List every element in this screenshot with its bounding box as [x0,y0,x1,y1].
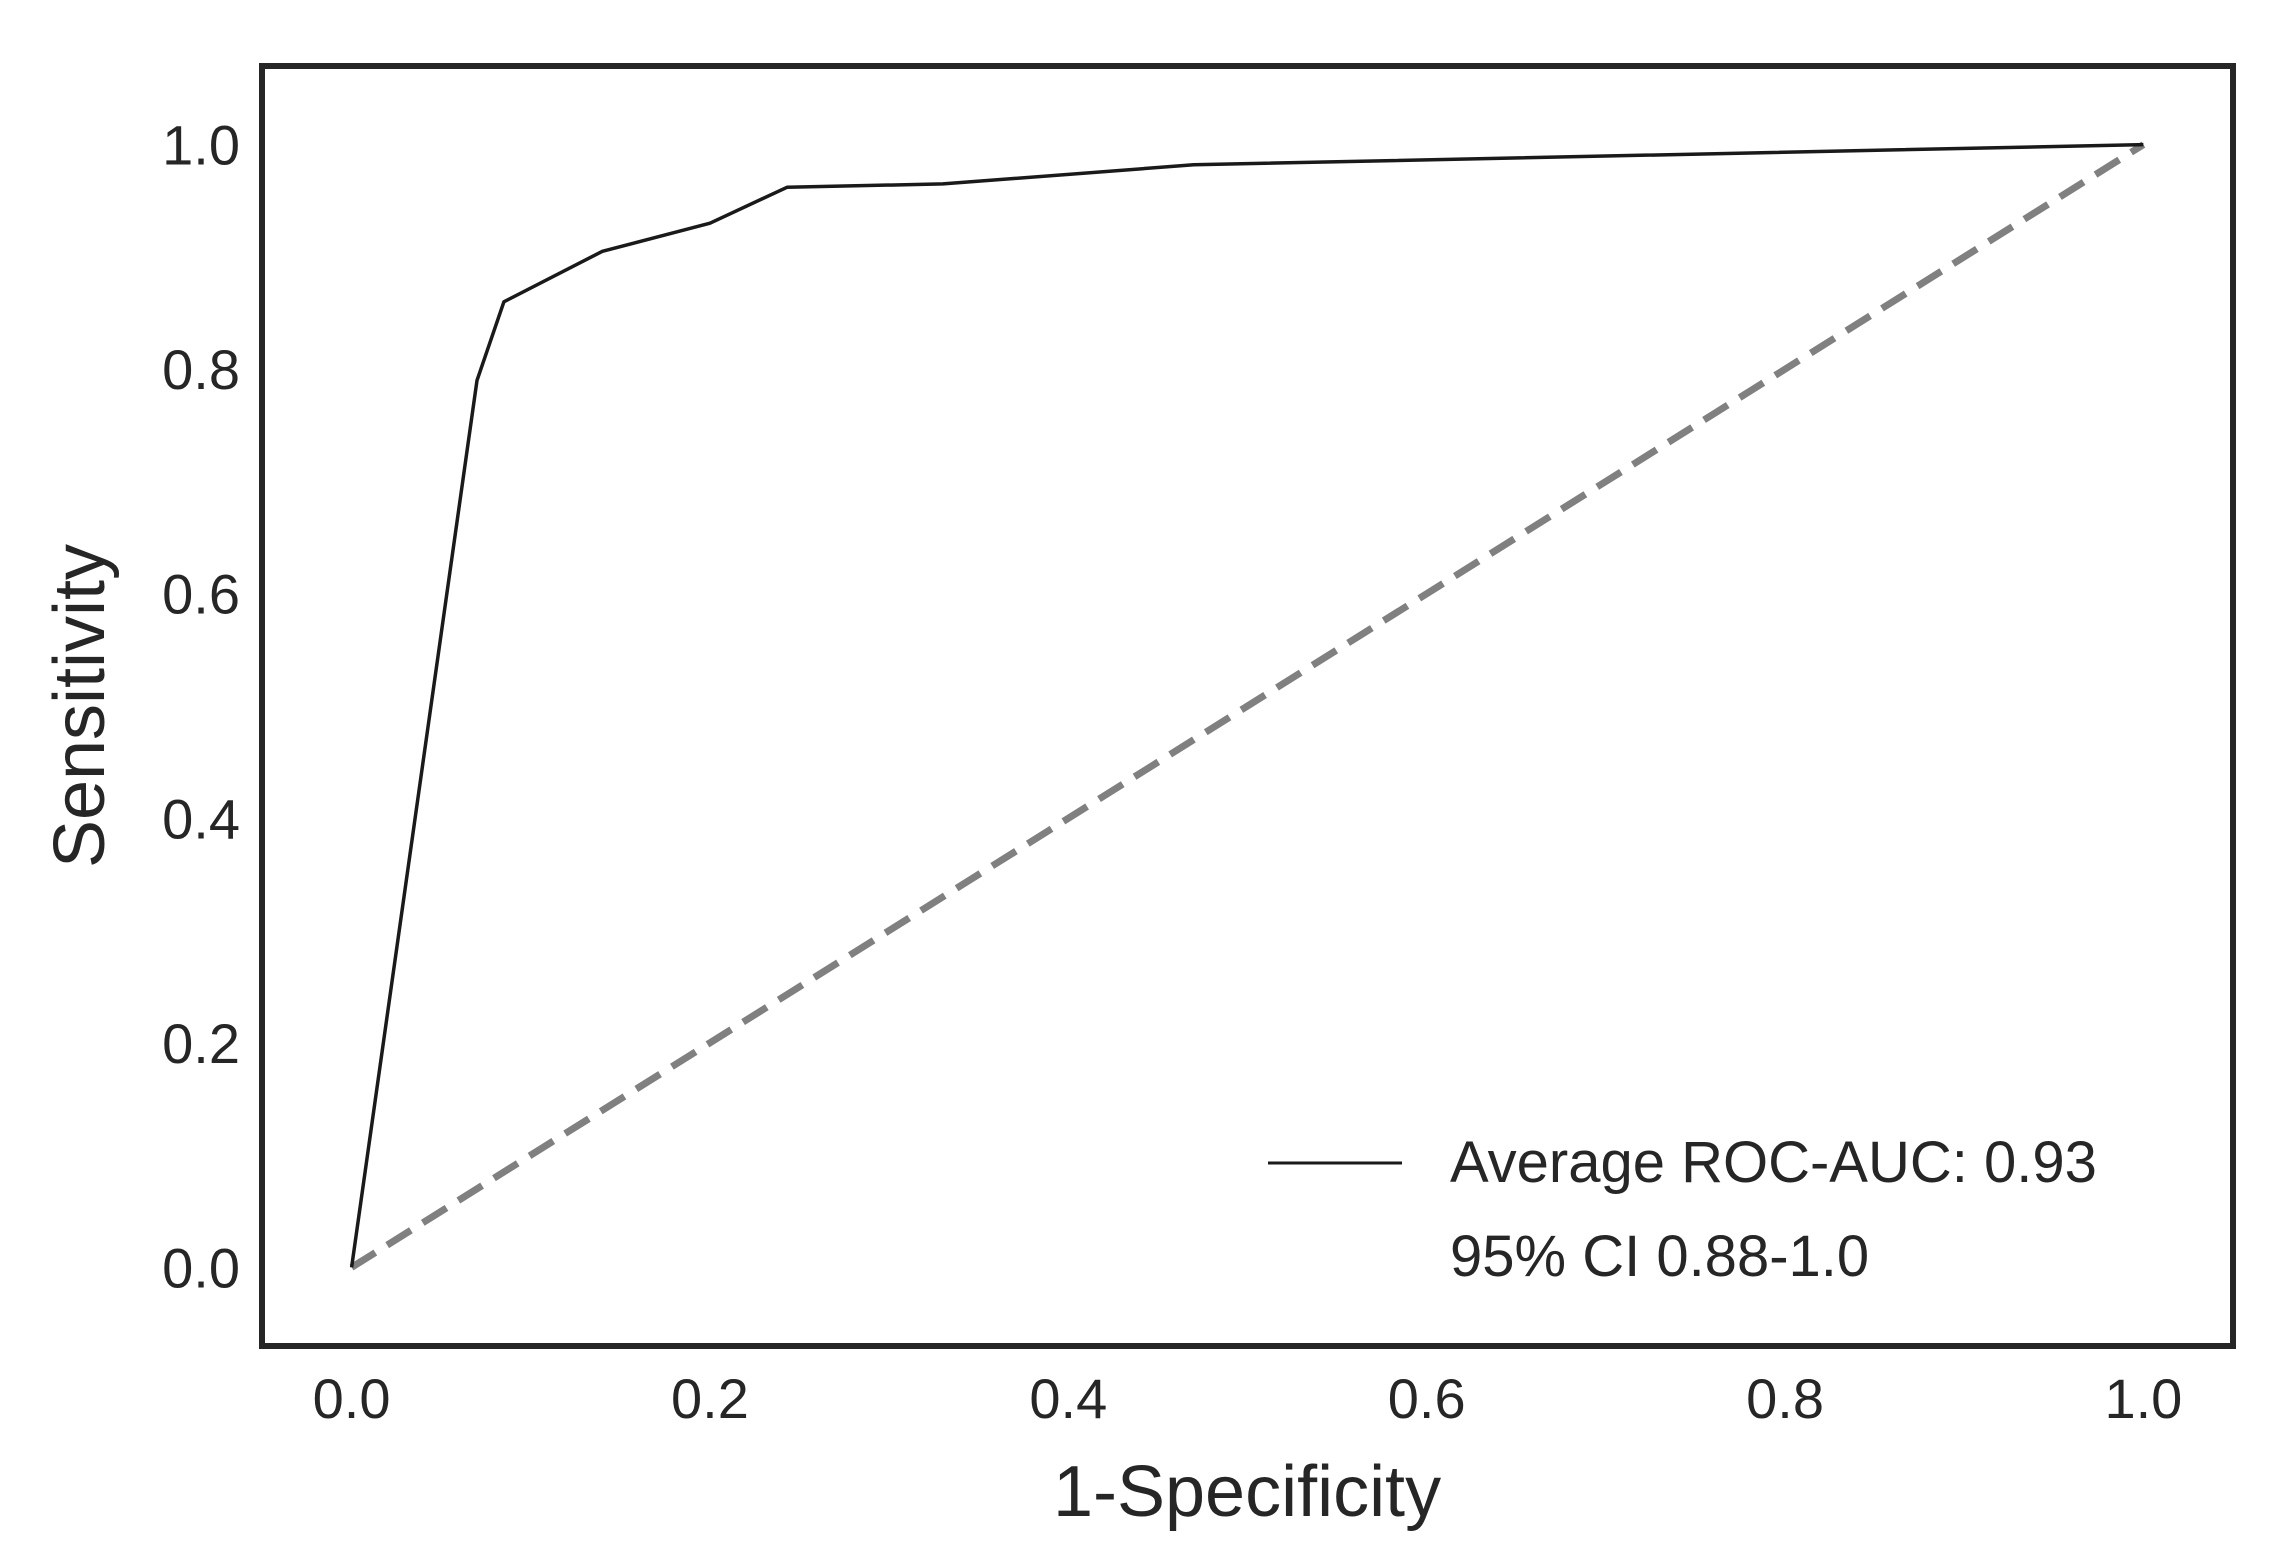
y-tick-label: 1.0 [162,114,240,177]
series-group [349,141,2146,1271]
legend: Average ROC-AUC: 0.93 95% CI 0.88-1.0 [1268,1130,2097,1289]
x-tick-label: 0.4 [1029,1367,1107,1430]
y-tick-label: 0.8 [162,338,240,401]
x-axis-label: 1-Specificity [1053,1452,1441,1532]
x-tick-labels: 0.0 0.2 0.4 0.6 0.8 1.0 [313,1367,2183,1430]
x-tick-label: 0.0 [313,1367,391,1430]
y-tick-labels: 0.0 0.2 0.4 0.6 0.8 1.0 [162,114,240,1300]
x-tick-label: 0.6 [1388,1367,1466,1430]
x-tick-label: 0.2 [671,1367,749,1430]
x-tick-label: 0.8 [1746,1367,1824,1430]
roc-curve-line [349,142,2144,1268]
y-axis-label: Sensitivity [40,544,120,868]
plot-frame [259,63,2236,1349]
y-tick-label: 0.6 [162,563,240,626]
legend-label-line-2: 95% CI 0.88-1.0 [1450,1224,1869,1289]
y-tick-label: 0.4 [162,787,240,850]
y-tick-label: 0.2 [162,1012,240,1075]
y-tick-label: 0.0 [162,1236,240,1299]
x-tick-label: 1.0 [2104,1367,2182,1430]
legend-label-line-1: Average ROC-AUC: 0.93 [1450,1130,2097,1195]
chance-diagonal-line [349,141,2146,1271]
